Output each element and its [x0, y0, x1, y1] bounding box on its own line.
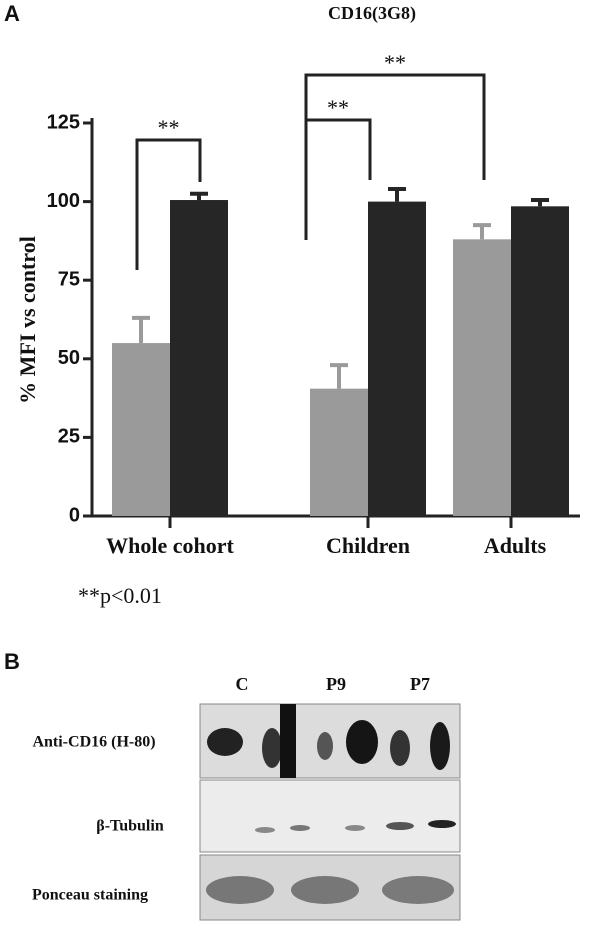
- y-axis-label: % MFI vs control: [15, 236, 40, 404]
- row-label: β-Tubulin: [96, 818, 164, 835]
- column-label: P9: [326, 674, 346, 694]
- y-tick-label: 75: [58, 268, 80, 290]
- x-tick-label: Whole cohort: [106, 533, 234, 558]
- bar: [310, 388, 368, 516]
- y-tick-label: 125: [47, 111, 80, 133]
- y-tick-label: 100: [47, 190, 80, 212]
- significance-bracket: [135, 138, 202, 270]
- bar: [170, 200, 228, 516]
- bar: [112, 343, 170, 516]
- blot: [199, 703, 461, 921]
- bar: [453, 239, 511, 516]
- bar: [511, 206, 569, 517]
- panel-label: B: [4, 649, 20, 674]
- y-tick-label: 50: [58, 347, 80, 369]
- significance-bracket: [304, 118, 372, 240]
- footnote: **p<0.01: [78, 583, 162, 608]
- column-label: P7: [410, 674, 430, 694]
- x-tick-label: Children: [326, 533, 410, 558]
- chart-title: CD16(3G8): [328, 3, 416, 24]
- significance-label: **: [327, 95, 349, 120]
- significance-label: **: [384, 50, 406, 75]
- x-tick-label: Adults: [484, 533, 547, 558]
- y-tick-label: 25: [58, 426, 80, 448]
- significance-bracket: [304, 73, 486, 240]
- bar: [368, 201, 426, 516]
- row-label: Anti-CD16 (H-80): [32, 734, 155, 751]
- y-tick-label: 0: [69, 504, 80, 526]
- column-label: C: [236, 674, 249, 694]
- panel-label: A: [4, 1, 20, 26]
- significance-label: **: [158, 115, 180, 140]
- row-label: Ponceau staining: [32, 887, 148, 904]
